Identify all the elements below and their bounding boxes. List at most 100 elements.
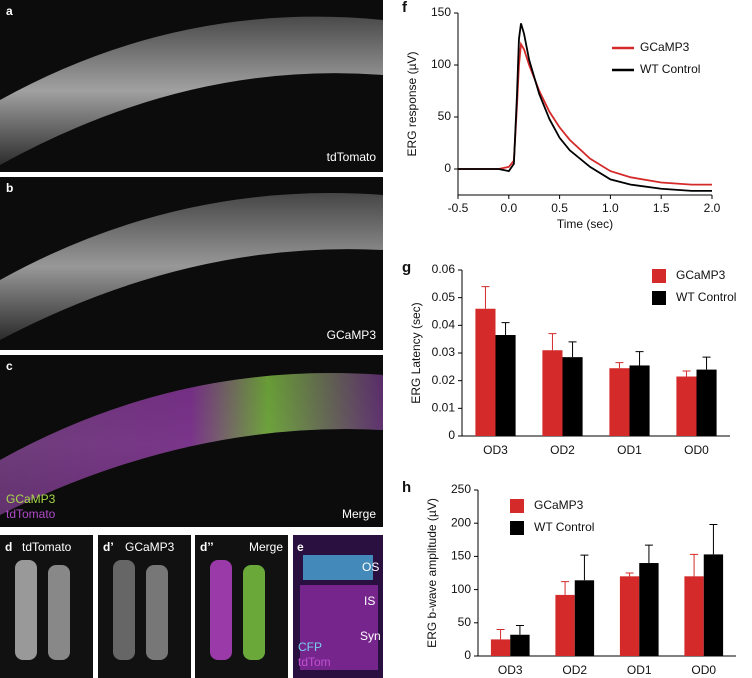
bar [574, 580, 595, 656]
line-series [458, 23, 712, 192]
panel-letter: h [402, 479, 411, 496]
legend-swatch [510, 499, 524, 513]
image-label: tdTomato [22, 540, 72, 554]
x-tick-label: OD2 [562, 663, 587, 677]
bar [639, 563, 659, 656]
x-tick-label: OD0 [684, 443, 709, 457]
image-label: GCaMP3 [327, 328, 377, 342]
y-tick-label: 0.06 [432, 262, 456, 276]
y-tick-label: 150 [431, 5, 451, 19]
error-bar [496, 628, 505, 640]
panel-letter: c [6, 359, 13, 373]
image-label: OS [362, 560, 379, 574]
y-tick-label: 0 [444, 161, 451, 175]
error-bar [548, 333, 557, 351]
x-axis-label: Time (sec) [557, 217, 613, 231]
x-tick-label: 1.0 [602, 201, 619, 215]
bar [555, 594, 575, 656]
error-bar [580, 554, 589, 581]
y-tick-label: 50 [438, 109, 452, 123]
error-bar [690, 553, 699, 577]
y-tick-label: 150 [451, 549, 471, 563]
bar [490, 639, 511, 656]
legend-swatch [652, 291, 666, 305]
image-d: d tdTomato d’ GCaMP3 d’’ Merge e OS IS S… [0, 535, 383, 678]
error-bar [501, 322, 510, 336]
x-tick-label: OD2 [550, 443, 575, 457]
y-tick-label: 200 [451, 515, 471, 529]
y-tick-label: 50 [458, 615, 472, 629]
bar [676, 376, 697, 436]
legend-label: GCaMP3 [676, 268, 726, 282]
legend-swatch [652, 269, 666, 283]
y-tick-label: 0.03 [432, 345, 456, 359]
y-tick-label: 0 [448, 428, 455, 442]
x-tick-label: 1.5 [653, 201, 670, 215]
y-tick-label: 0 [464, 648, 471, 662]
bar [510, 634, 530, 656]
legend-swatch [510, 521, 524, 535]
error-bar [625, 572, 634, 577]
image-label: IS [364, 594, 375, 608]
y-axis-label: ERG Latency (sec) [409, 302, 423, 403]
image-label: Merge [249, 540, 283, 554]
panel-letter: d’’ [200, 540, 214, 554]
y-axis-label: ERG response (µV) [405, 52, 419, 157]
error-bar [515, 624, 524, 635]
bar [609, 368, 630, 436]
y-tick-label: 0.04 [432, 318, 456, 332]
panel-letter: e [297, 540, 304, 554]
y-tick-label: 100 [431, 57, 451, 71]
x-tick-label: OD0 [691, 663, 716, 677]
image-label: Syn [360, 629, 381, 643]
y-axis-label: ERG b-wave amplitude (µV) [425, 498, 439, 648]
panel-letter: b [6, 181, 13, 195]
x-tick-label: -0.5 [448, 201, 469, 215]
bar [629, 365, 650, 436]
error-bar [702, 356, 711, 370]
error-bar [709, 524, 718, 555]
x-tick-label: OD1 [627, 663, 652, 677]
image-legend: GCaMP3 [6, 492, 56, 506]
bar [703, 554, 724, 656]
image-c: c GCaMP3 tdTomato Merge [0, 355, 383, 527]
error-bar [568, 341, 577, 358]
error-bar [615, 362, 624, 369]
panel-letter: d [5, 540, 12, 554]
legend-label: WT Control [534, 520, 594, 534]
y-tick-label: 0.01 [432, 401, 456, 415]
bar [542, 350, 563, 436]
legend-label: GCaMP3 [534, 498, 584, 512]
error-bar [644, 544, 653, 564]
panel-letter: d’ [103, 540, 114, 554]
bar [684, 576, 704, 656]
image-label: Merge [342, 507, 376, 521]
legend-label: WT Control [676, 290, 736, 304]
error-bar [682, 370, 691, 377]
bar [495, 335, 516, 436]
bar [696, 369, 717, 436]
y-tick-label: 0.02 [432, 373, 456, 387]
image-b: b GCaMP3 [0, 177, 383, 350]
y-tick-label: 0.05 [432, 290, 456, 304]
panel-letter: f [402, 0, 408, 16]
panel-letter: a [6, 4, 13, 18]
x-tick-label: 0.5 [551, 201, 568, 215]
bar [475, 308, 496, 436]
error-bar [481, 286, 490, 309]
image-label: tdTom [298, 655, 331, 669]
y-tick-label: 100 [451, 582, 471, 596]
image-label: GCaMP3 [125, 540, 175, 554]
x-tick-label: OD3 [483, 443, 508, 457]
bar [619, 576, 640, 656]
x-tick-label: 0.0 [500, 201, 517, 215]
image-legend: tdTomato [6, 507, 56, 521]
image-label: CFP [298, 640, 322, 654]
bar [562, 357, 583, 436]
image-label: tdTomato [327, 150, 377, 164]
image-a: a tdTomato [0, 0, 383, 172]
legend-label: WT Control [640, 62, 700, 76]
x-tick-label: OD3 [498, 663, 523, 677]
error-bar [561, 581, 570, 595]
